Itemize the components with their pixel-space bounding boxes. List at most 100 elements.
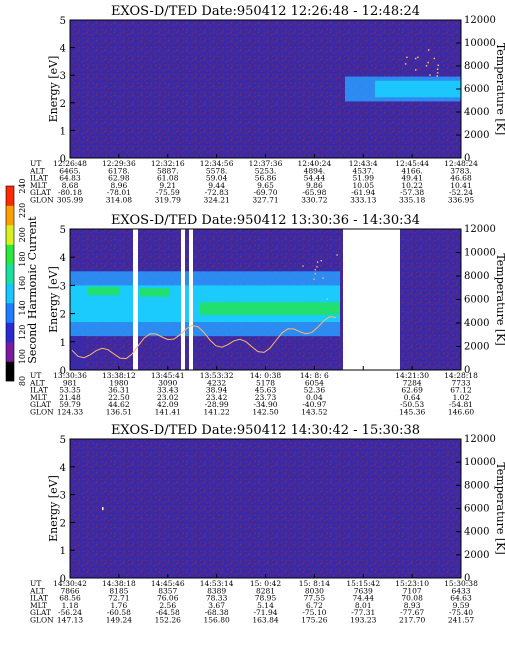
y2-tick-label: 10000	[464, 248, 496, 259]
table-cell: -75.10	[302, 608, 326, 617]
table-cell: 145.36	[399, 408, 425, 417]
table-cell: 42.09	[157, 400, 179, 409]
table-cell: 14:21:30	[395, 371, 429, 380]
table-cell: 46.68	[450, 174, 472, 183]
table-cell: 23.73	[255, 393, 277, 402]
colorbar-segment	[6, 322, 14, 343]
table-cell: 8.93	[404, 601, 421, 610]
temperature-point	[320, 260, 322, 262]
temperature-point	[322, 277, 324, 279]
table-cell: 5578.	[206, 166, 227, 175]
table-row-label: MLT	[30, 393, 47, 402]
table-cell: 3090	[158, 378, 177, 387]
colorbar-segment	[6, 225, 14, 245]
table-cell: -57.38	[400, 188, 424, 197]
temperature-point	[326, 298, 328, 300]
table-cell: 4537.	[353, 166, 374, 175]
table-cell: -61.94	[351, 188, 375, 197]
temperature-point	[427, 49, 430, 51]
table-cell: 14:28:18	[444, 371, 478, 380]
table-cell: 70.08	[401, 594, 423, 603]
table-cell: 52.36	[304, 386, 326, 395]
y-tick-label: 0	[60, 366, 66, 377]
table-cell: 175.26	[301, 616, 327, 625]
table-cell: 156.80	[204, 616, 230, 625]
y2-tick-label: 2000	[464, 130, 489, 141]
y-axis-label: Energy [eV]	[47, 56, 60, 123]
y2-tick-label: 2000	[464, 550, 489, 561]
table-cell: 61.08	[157, 174, 179, 183]
temperature-point	[336, 254, 338, 256]
table-row-label: ILAT	[30, 174, 48, 183]
table-cell: 8389	[207, 586, 226, 595]
data-gap	[189, 229, 193, 370]
colorbar-tick-label: 140	[18, 300, 27, 315]
y-tick-label: 5	[60, 16, 66, 27]
table-row-label: ILAT	[30, 386, 48, 395]
y2-tick-label: 2000	[464, 342, 489, 353]
y-tick-label: 2	[60, 99, 66, 110]
temperature-point	[404, 63, 407, 65]
table-cell: 4232	[207, 378, 226, 387]
table-cell: 13:38:12	[102, 371, 136, 380]
table-row-label: MLT	[30, 181, 47, 190]
table-row-label: UT	[30, 371, 41, 380]
table-cell: -40.97	[302, 400, 326, 409]
colorbar-tick-label: 160	[18, 276, 27, 291]
y2-tick-label: 8000	[464, 480, 489, 491]
table-cell: 8.96	[111, 181, 128, 190]
table-cell: 142.50	[252, 408, 278, 417]
table-cell: 23.02	[157, 393, 179, 402]
table-cell: 2.56	[159, 601, 176, 610]
table-cell: 6054	[305, 378, 324, 387]
low-energy-region	[70, 336, 86, 370]
table-cell: -72.83	[205, 188, 229, 197]
table-cell: 59.79	[59, 400, 81, 409]
table-cell: 4166.	[401, 166, 422, 175]
table-cell: -56.24	[58, 608, 82, 617]
temperature-point	[436, 75, 438, 77]
y2-tick-label: 6000	[464, 84, 489, 95]
y-tick-label: 3	[60, 71, 66, 82]
colorbar-tick-label: 80	[18, 376, 27, 386]
colorbar-tick-label: 200	[18, 227, 27, 242]
y-tick-label: 4	[60, 253, 66, 264]
table-cell: 12:37:36	[249, 159, 283, 168]
y-tick-label: 1	[60, 338, 66, 349]
table-cell: 44.62	[108, 400, 130, 409]
temperature-point	[414, 57, 417, 60]
table-cell: 1980	[109, 378, 128, 387]
y2-tick-label: 4000	[464, 318, 489, 329]
table-cell: 8030	[305, 586, 324, 595]
table-cell: -54.81	[449, 400, 473, 409]
table-cell: 143.52	[301, 408, 327, 417]
y2-tick-label: 0	[464, 365, 470, 376]
table-row-label: GLON	[30, 616, 54, 625]
panel-title: EXOS-D/TED Date:950412 12:26:48 - 12:48:…	[111, 4, 420, 19]
table-cell: 10.41	[450, 181, 471, 190]
table-cell: 14:53:14	[200, 579, 234, 588]
y-tick-label: 1	[60, 546, 66, 557]
table-row-label: GLAT	[30, 608, 51, 617]
table-cell: 13:53:32	[200, 371, 234, 380]
table-cell: 7107	[403, 586, 422, 595]
table-cell: 45.63	[255, 386, 277, 395]
temperature-trace	[71, 316, 337, 360]
table-cell: 3.67	[208, 601, 225, 610]
table-cell: 149.24	[106, 616, 132, 625]
table-cell: 10.22	[401, 181, 423, 190]
temperature-point	[427, 61, 429, 64]
table-cell: 0.04	[306, 393, 323, 402]
table-cell: 319.79	[155, 196, 181, 205]
temperature-point	[302, 265, 304, 267]
temperature-point	[425, 65, 428, 67]
table-cell: 68.56	[59, 594, 81, 603]
colorbar-tick-label: 100	[18, 349, 27, 364]
table-cell: 14:38:18	[102, 579, 136, 588]
table-cell: 12:32:16	[151, 159, 185, 168]
table-cell: 7866	[60, 586, 79, 595]
table-cell: 15:15:42	[346, 579, 380, 588]
temperature-point	[433, 57, 435, 60]
table-cell: 8281	[256, 586, 275, 595]
table-row-label: UT	[30, 159, 41, 168]
